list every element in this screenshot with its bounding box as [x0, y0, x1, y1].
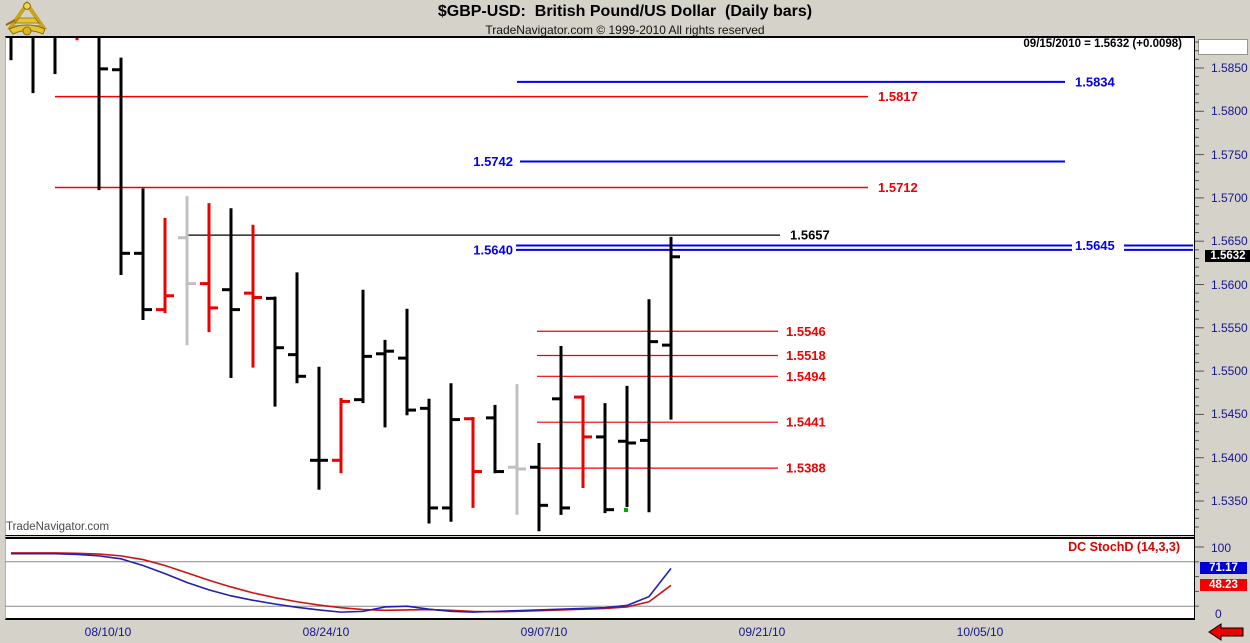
- price-axis-label: 1.5400: [1211, 450, 1248, 465]
- date-axis-label: 08/24/10: [302, 625, 350, 639]
- stochastic-canvas[interactable]: [5, 539, 1194, 618]
- label-bg: [1072, 237, 1124, 253]
- price-axis-label: 1.5550: [1211, 320, 1248, 335]
- price-chart-canvas[interactable]: 1.5834 1.5817 1.5742 1.5712 1.5657 1.5645 1.56…: [5, 38, 1194, 536]
- price-axis-ticks: [1195, 41, 1204, 607]
- price-axis-label: 1.5750: [1211, 147, 1248, 162]
- price-axis-label: 1.5650: [1211, 234, 1248, 249]
- date-axis-label: 08/10/10: [84, 625, 132, 639]
- chart-title: $GBP-USD: British Pound/US Dollar (Daily…: [437, 3, 813, 20]
- price-axis-label: 1.5700: [1211, 190, 1248, 205]
- price-axis-label: 1.5500: [1211, 364, 1248, 379]
- scroll-left-arrow[interactable]: [1207, 622, 1245, 642]
- sextant-icon: [5, 1, 47, 36]
- price-axis-label: 1.5450: [1211, 407, 1248, 422]
- level-label: 1.5388: [786, 461, 826, 476]
- date-axis-label: 09/07/10: [520, 625, 568, 639]
- copyright-subtitle: TradeNavigator.com © 1999-2010 All right…: [485, 23, 765, 37]
- level-label: 1.5657: [790, 228, 830, 243]
- price-axis-label: 1.5600: [1211, 277, 1248, 292]
- price-axis-label: 1.5850: [1211, 61, 1248, 75]
- level-label: 1.5742: [473, 154, 513, 169]
- level-label: 1.5817: [878, 89, 918, 104]
- current-price-badge: 1.5632: [1205, 250, 1250, 262]
- axis-divider: [1194, 36, 1195, 620]
- level-label: 1.5546: [786, 324, 826, 339]
- watermark: TradeNavigator.com: [6, 521, 110, 533]
- stoch-axis-0: 0: [1215, 607, 1222, 621]
- axis-tool-box[interactable]: [1198, 39, 1248, 55]
- date-axis-label: 09/21/10: [738, 625, 786, 639]
- price-axis-label: 1.5800: [1211, 104, 1248, 119]
- indicator-label: DC StochD (14,3,3): [1068, 540, 1180, 554]
- level-label: 1.5645: [1075, 238, 1115, 253]
- stoch-axis-100: 100: [1211, 541, 1232, 555]
- level-label: 1.5640: [473, 242, 513, 257]
- price-axis-label: 1.5350: [1211, 494, 1248, 508]
- stoch-slow-badge: 48.23: [1200, 579, 1247, 591]
- stoch-fast-badge: 71.17: [1200, 562, 1247, 574]
- price-chart-panel[interactable]: [5, 36, 1194, 536]
- level-label: 1.5712: [878, 180, 918, 195]
- stoch-line-k: [11, 552, 672, 613]
- level-label: 1.5518: [786, 348, 826, 363]
- last-quote-label: 09/15/2010 = 1.5632 (+0.0098): [1023, 38, 1182, 50]
- level-label: 1.5834: [1075, 74, 1116, 89]
- signal-marker: [624, 508, 628, 512]
- date-axis-label: 10/05/10: [956, 625, 1004, 639]
- level-label: 1.5494: [786, 369, 827, 384]
- level-label: 1.5441: [786, 415, 826, 430]
